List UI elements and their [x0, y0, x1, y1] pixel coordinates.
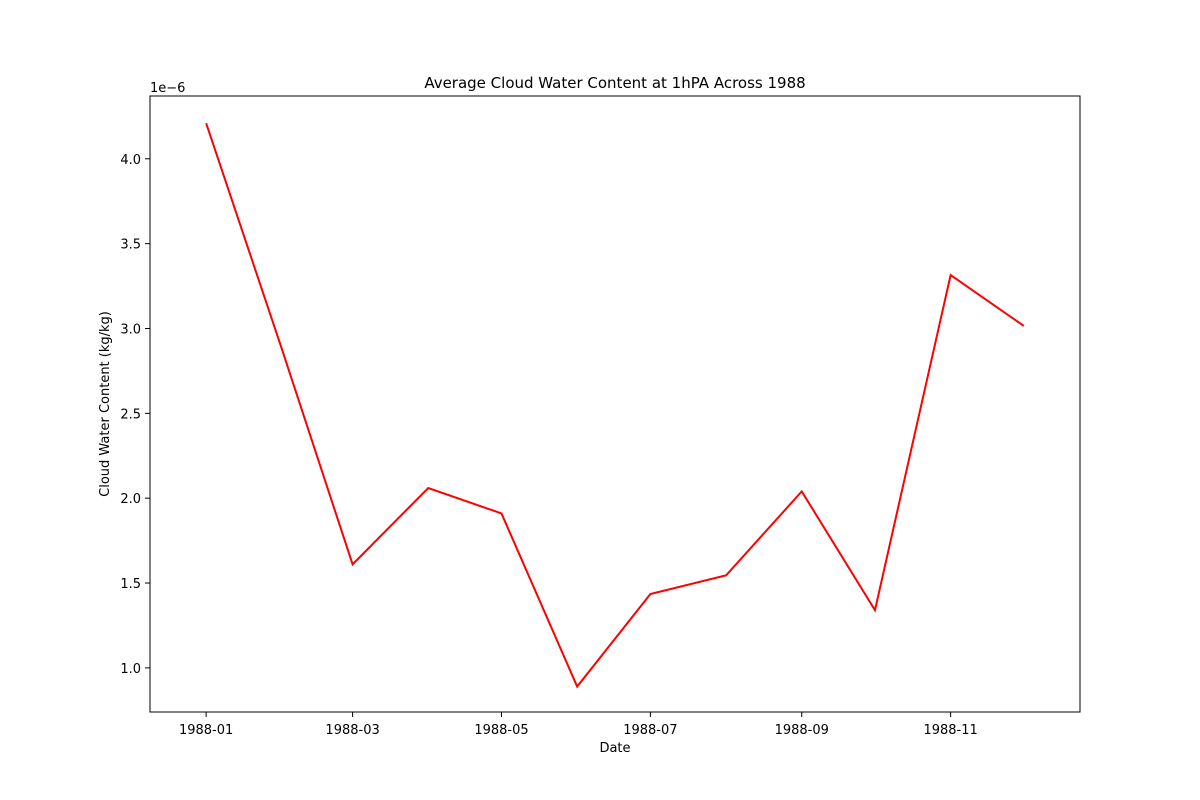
- y-tick-label: 3.5: [120, 238, 141, 253]
- series-line-0: [205, 122, 1025, 689]
- x-tick-label: 1988-03: [325, 723, 379, 738]
- chart-title: Average Cloud Water Content at 1hPA Acro…: [424, 74, 805, 92]
- y-tick-label: 3.0: [120, 322, 141, 337]
- x-tick-label: 1988-11: [923, 723, 977, 738]
- y-offset-text: 1e−6: [150, 81, 185, 96]
- y-tick-label: 2.5: [120, 407, 141, 422]
- plot-area: 1988-01 1988-03 1988-05 1988-07 1988-09 1988-…: [120, 95, 1081, 738]
- y-tick-label: 1.5: [120, 577, 141, 592]
- x-tick-label: 1988-07: [623, 723, 677, 738]
- x-tick-label: 1988-01: [179, 723, 233, 738]
- y-tick-label: 2.0: [120, 492, 141, 507]
- axes-frame: [149, 95, 1081, 713]
- y-axis-label: Cloud Water Content (kg/kg): [98, 311, 113, 497]
- y-tick-label: 1.0: [120, 662, 141, 677]
- x-axis-label: Date: [599, 741, 630, 756]
- x-tick-label: 1988-09: [775, 723, 829, 738]
- y-tick-label: 4.0: [120, 153, 141, 168]
- x-tick-label: 1988-05: [474, 723, 528, 738]
